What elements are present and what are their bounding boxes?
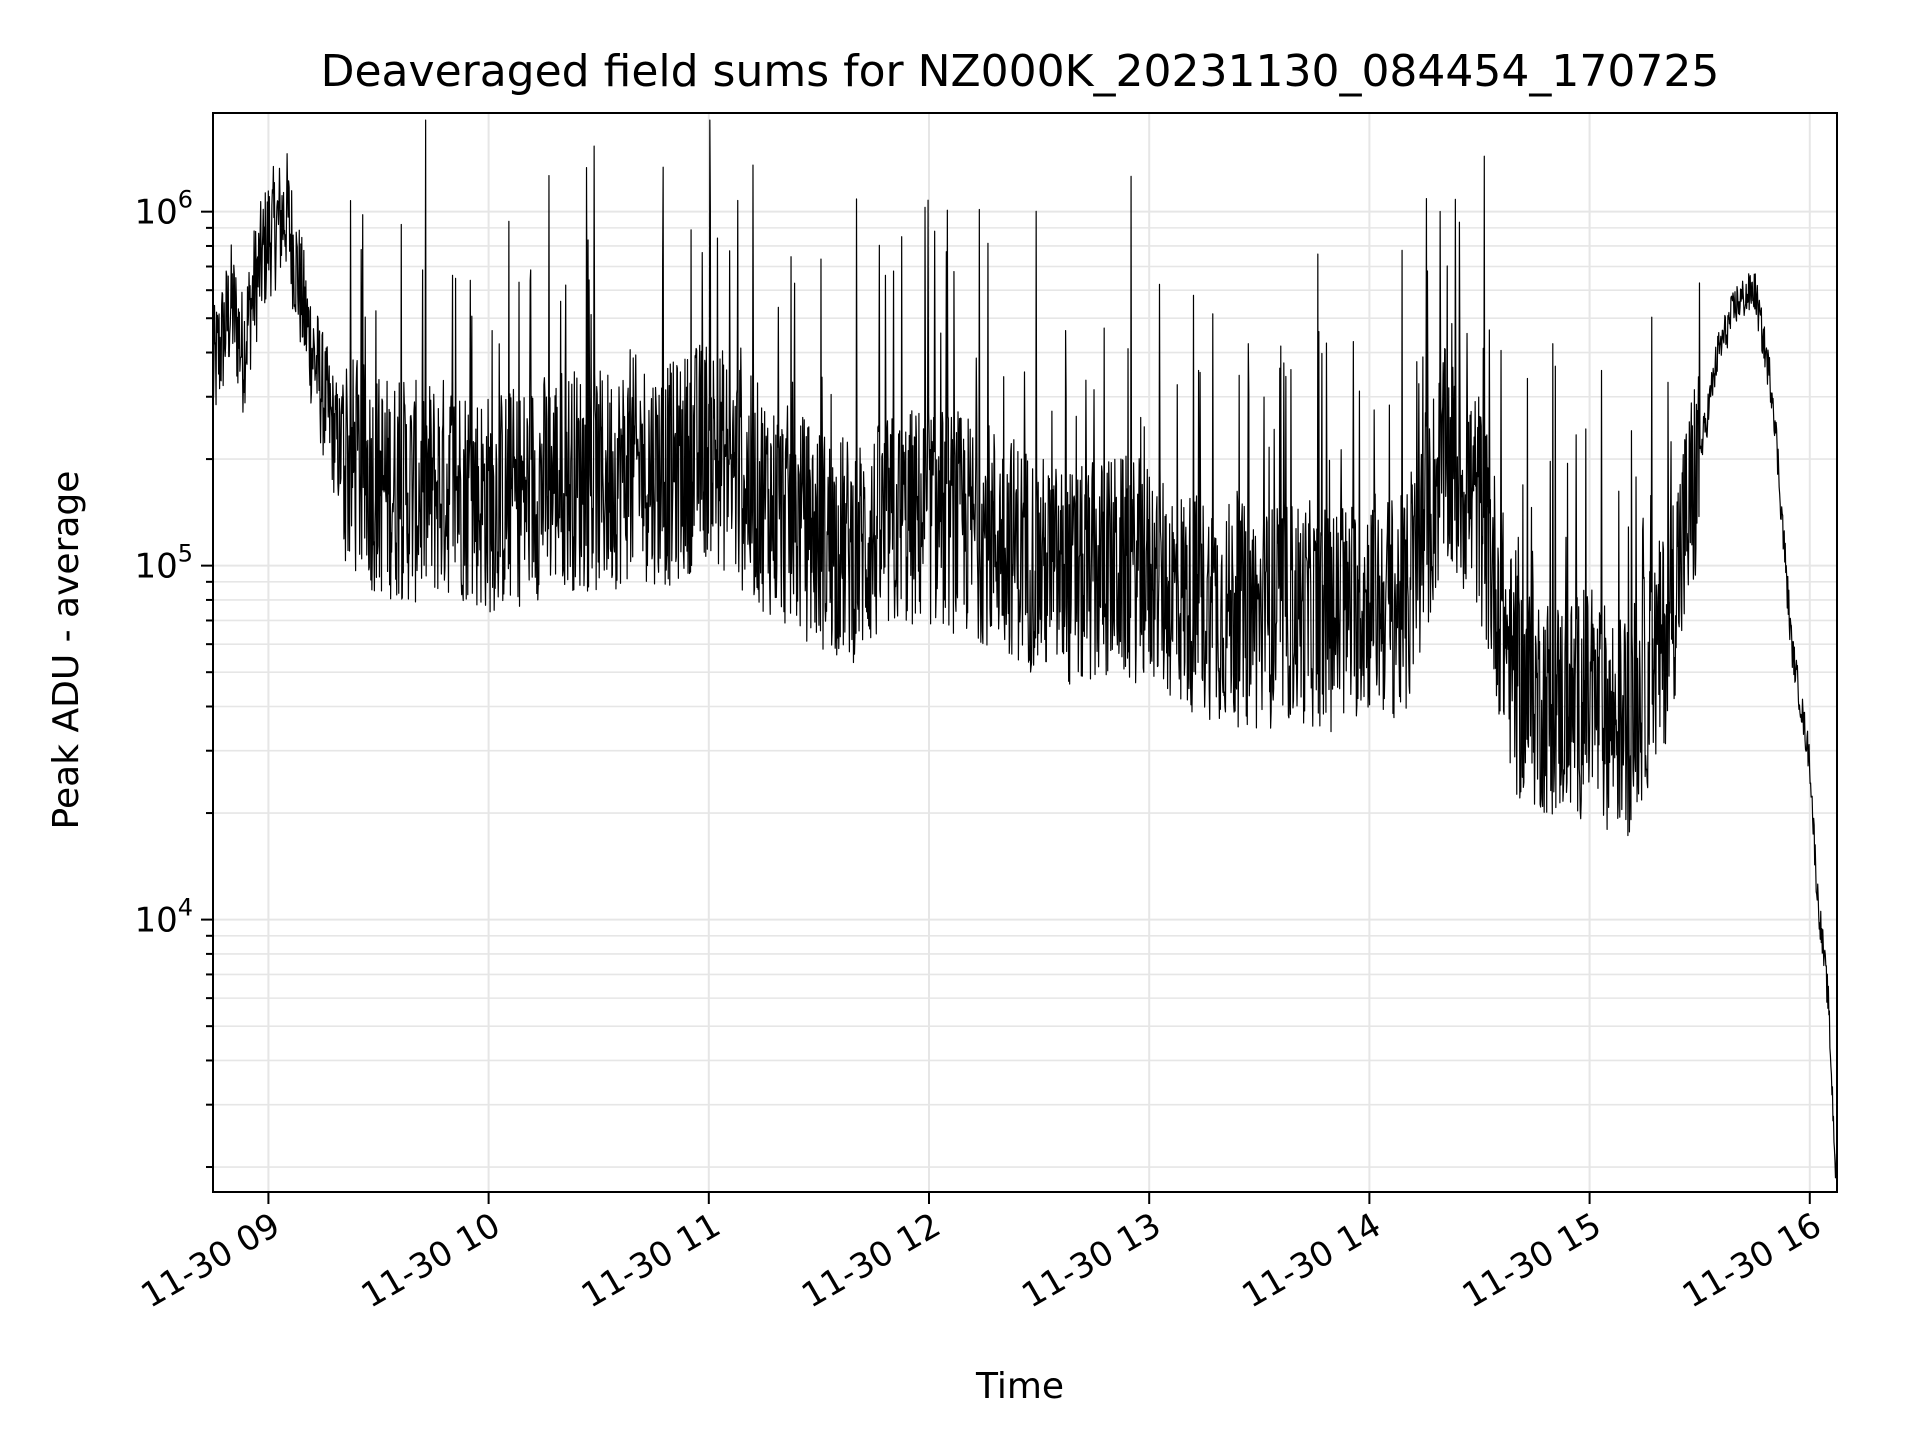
y-axis-label: Peak ADU - average xyxy=(46,471,87,830)
chart-title: Deaveraged field sums for NZ000K_2023113… xyxy=(321,46,1720,97)
line-layer xyxy=(212,119,1838,1179)
y-tick-label: 105 xyxy=(134,540,193,587)
series-line xyxy=(212,119,1838,1179)
y-tick-label: 104 xyxy=(134,894,193,941)
y-tick-label: 106 xyxy=(134,186,193,233)
plot-frame xyxy=(212,112,1838,1193)
y-tick-layer: 104 105 106 xyxy=(134,186,193,941)
axes-layer xyxy=(201,112,1838,1204)
x-axis-label: Time xyxy=(975,1366,1064,1407)
